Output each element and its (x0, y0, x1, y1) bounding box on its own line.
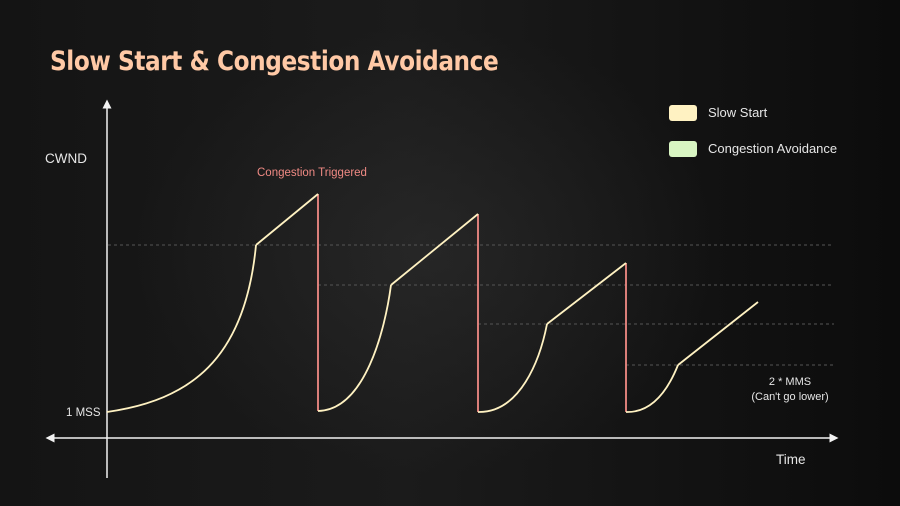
congestion-avoidance-line (255, 193, 319, 246)
floor-label-line1: 2 * MMS (769, 376, 811, 388)
congestion-avoidance-line (677, 301, 759, 366)
x-axis-label: Time (776, 452, 806, 467)
y-min-label: 1 MSS (66, 407, 101, 419)
legend-swatch (669, 105, 697, 121)
legend: Slow Start Congestion Avoidance (669, 105, 837, 157)
legend-item-congestion-avoidance: Congestion Avoidance (669, 141, 837, 157)
page-title: Slow Start & Congestion Avoidance (50, 46, 499, 77)
legend-swatch (669, 141, 697, 157)
legend-item-slow-start: Slow Start (669, 105, 768, 121)
congestion-avoidance-line (390, 213, 479, 286)
congestion-avoidance-line (546, 262, 627, 325)
slow-start-curve (477, 323, 548, 413)
slow-start-curve (625, 364, 679, 413)
congestion-drops (317, 194, 627, 412)
slow-start-curve (106, 244, 257, 413)
legend-label: Slow Start (708, 105, 768, 120)
slow-start-curves (106, 244, 679, 413)
congestion-label: Congestion Triggered (257, 167, 367, 179)
slow-start-curve (317, 284, 392, 412)
y-axis-label: CWND (45, 151, 87, 166)
legend-label: Congestion Avoidance (708, 141, 837, 156)
threshold-lines (108, 244, 834, 366)
floor-label-line2: (Can't go lower) (751, 391, 828, 403)
congestion-avoidance-lines (255, 193, 759, 366)
